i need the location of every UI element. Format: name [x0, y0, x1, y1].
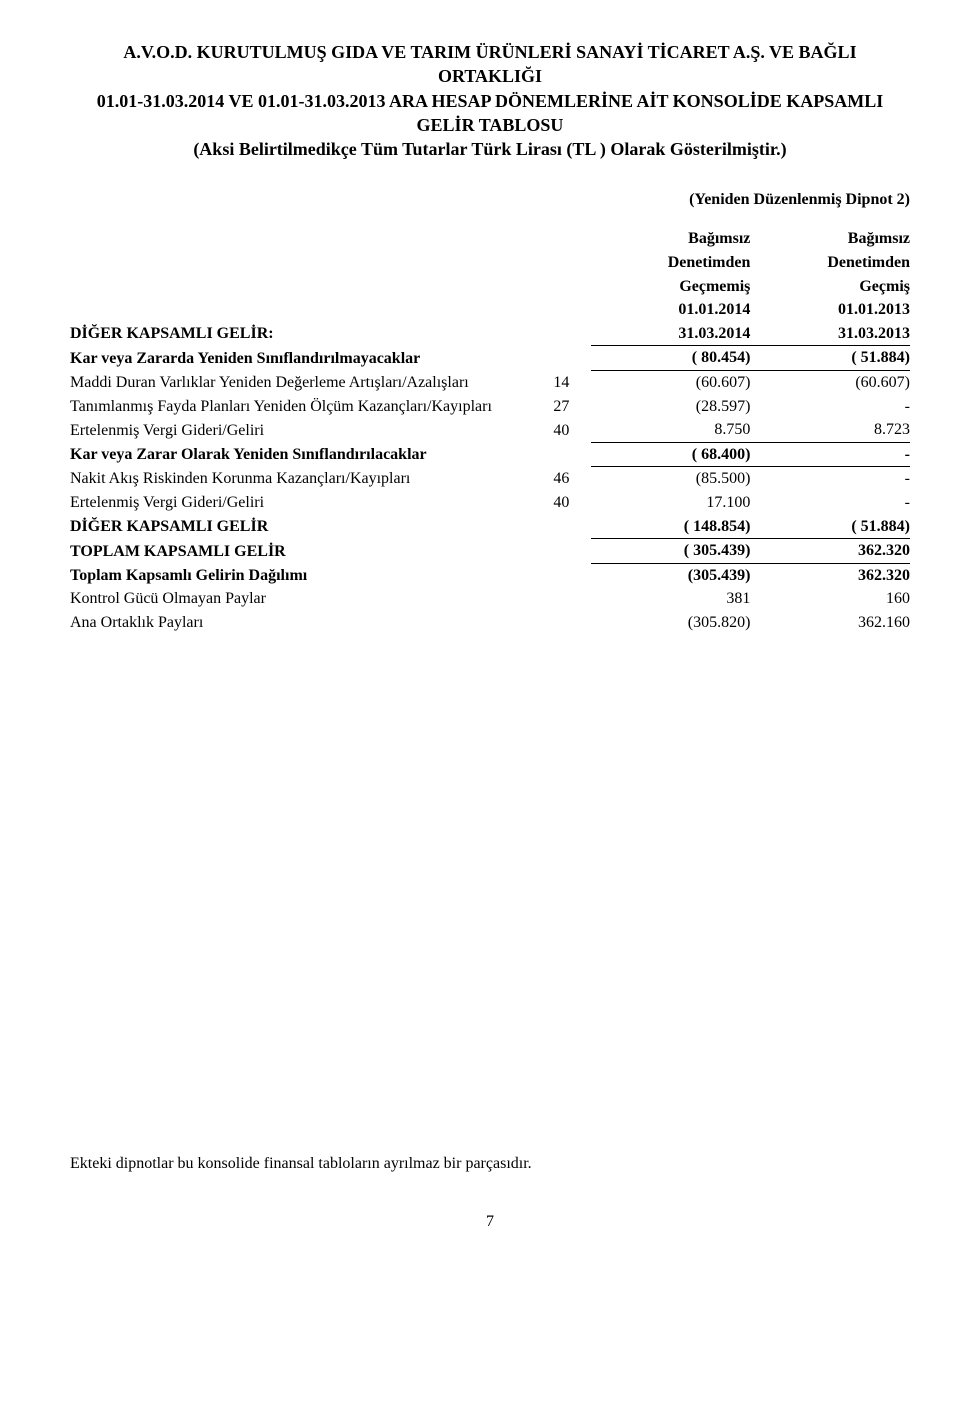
footer-note: Ekteki dipnotlar bu konsolide finansal t…	[70, 1155, 910, 1173]
row-label: Kontrol Gücü Olmayan Paylar	[70, 587, 532, 611]
col2-h5: 31.03.2013	[750, 322, 910, 346]
company-name-line1: A.V.O.D. KURUTULMUŞ GIDA VE TARIM ÜRÜNLE…	[70, 40, 910, 64]
row-note	[532, 611, 591, 635]
page-number: 7	[70, 1213, 910, 1231]
row-label: Ertelenmiş Vergi Gideri/Geliri	[70, 418, 532, 442]
basis-note: (Aksi Belirtilmedikçe Tüm Tutarlar Türk …	[70, 137, 910, 161]
table-row: Ertelenmiş Vergi Gideri/Geliri408.7508.7…	[70, 418, 910, 442]
row-value-current: ( 80.454)	[591, 346, 751, 371]
col-header-row-4: 01.01.2014 01.01.2013	[70, 298, 910, 322]
row-note	[532, 587, 591, 611]
row-value-prior: -	[750, 467, 910, 491]
restatement-note: (Yeniden Düzenlenmiş Dipnot 2)	[70, 191, 910, 209]
row-note	[532, 539, 591, 564]
row-value-current: (60.607)	[591, 371, 751, 395]
row-label: Maddi Duran Varlıklar Yeniden Değerleme …	[70, 371, 532, 395]
row-value-current: 8.750	[591, 418, 751, 442]
col1-h5: 31.03.2014	[591, 322, 751, 346]
row-label: DİĞER KAPSAMLI GELİR	[70, 515, 532, 539]
table-row: Ana Ortaklık Payları (305.820)362.160	[70, 611, 910, 635]
row-value-prior: -	[750, 395, 910, 419]
row-value-prior: (60.607)	[750, 371, 910, 395]
col1-h3: Geçmemiş	[591, 275, 751, 299]
col2-h4: 01.01.2013	[750, 298, 910, 322]
row-note: 40	[532, 418, 591, 442]
row-value-prior: ( 51.884)	[750, 515, 910, 539]
row-label: Tanımlanmış Fayda Planları Yeniden Ölçüm…	[70, 395, 532, 419]
row-value-prior: -	[750, 491, 910, 515]
row-note: 27	[532, 395, 591, 419]
row-note: 14	[532, 371, 591, 395]
col-header-row-5: DİĞER KAPSAMLI GELİR: 31.03.2014 31.03.2…	[70, 322, 910, 346]
section-label: DİĞER KAPSAMLI GELİR:	[70, 322, 532, 346]
income-table: Bağımsız Bağımsız Denetimden Denetimden …	[70, 227, 910, 634]
table-row: Maddi Duran Varlıklar Yeniden Değerleme …	[70, 371, 910, 395]
table-row: Kar veya Zarar Olarak Yeniden Sınıflandı…	[70, 442, 910, 467]
table-row: DİĞER KAPSAMLI GELİR ( 148.854)( 51.884)	[70, 515, 910, 539]
table-row: TOPLAM KAPSAMLI GELİR ( 305.439)362.320	[70, 539, 910, 564]
row-label: Kar veya Zarar Olarak Yeniden Sınıflandı…	[70, 442, 532, 467]
col1-h1: Bağımsız	[591, 227, 751, 251]
table-row: Nakit Akış Riskinden Korunma Kazançları/…	[70, 467, 910, 491]
col-header-row-3: Geçmemiş Geçmiş	[70, 275, 910, 299]
col-header-row-1: Bağımsız Bağımsız	[70, 227, 910, 251]
row-value-prior: 160	[750, 587, 910, 611]
row-value-current: (305.820)	[591, 611, 751, 635]
table-row: Ertelenmiş Vergi Gideri/Geliri4017.100-	[70, 491, 910, 515]
row-note: 46	[532, 467, 591, 491]
row-label: Toplam Kapsamlı Gelirin Dağılımı	[70, 563, 532, 587]
col-header-row-2: Denetimden Denetimden	[70, 251, 910, 275]
row-note: 40	[532, 491, 591, 515]
col2-h2: Denetimden	[750, 251, 910, 275]
col1-h4: 01.01.2014	[591, 298, 751, 322]
document-header: A.V.O.D. KURUTULMUŞ GIDA VE TARIM ÜRÜNLE…	[70, 40, 910, 161]
col2-h3: Geçmiş	[750, 275, 910, 299]
row-value-current: ( 305.439)	[591, 539, 751, 564]
table-row: Tanımlanmış Fayda Planları Yeniden Ölçüm…	[70, 395, 910, 419]
row-value-prior: 362.320	[750, 563, 910, 587]
col1-h2: Denetimden	[591, 251, 751, 275]
row-value-current: (85.500)	[591, 467, 751, 491]
table-row: Toplam Kapsamlı Gelirin Dağılımı (305.439…	[70, 563, 910, 587]
row-value-current: 17.100	[591, 491, 751, 515]
row-value-prior: -	[750, 442, 910, 467]
row-value-current: 381	[591, 587, 751, 611]
row-value-prior: 8.723	[750, 418, 910, 442]
row-value-current: (28.597)	[591, 395, 751, 419]
row-label: TOPLAM KAPSAMLI GELİR	[70, 539, 532, 564]
company-name-line2: ORTAKLIĞI	[70, 64, 910, 88]
row-note	[532, 563, 591, 587]
row-note	[532, 442, 591, 467]
table-row: Kontrol Gücü Olmayan Paylar 381160	[70, 587, 910, 611]
row-label: Ertelenmiş Vergi Gideri/Geliri	[70, 491, 532, 515]
page-root: A.V.O.D. KURUTULMUŞ GIDA VE TARIM ÜRÜNLE…	[0, 0, 960, 1414]
row-value-prior: ( 51.884)	[750, 346, 910, 371]
periods-line: 01.01-31.03.2014 VE 01.01-31.03.2013 ARA…	[70, 89, 910, 113]
row-label: Ana Ortaklık Payları	[70, 611, 532, 635]
row-label: Nakit Akış Riskinden Korunma Kazançları/…	[70, 467, 532, 491]
income-table-body: Bağımsız Bağımsız Denetimden Denetimden …	[70, 227, 910, 634]
col2-h1: Bağımsız	[750, 227, 910, 251]
row-note	[532, 346, 591, 371]
statement-title: GELİR TABLOSU	[70, 113, 910, 137]
row-value-current: (305.439)	[591, 563, 751, 587]
row-value-current: ( 68.400)	[591, 442, 751, 467]
row-label: Kar veya Zararda Yeniden Sınıflandırılma…	[70, 346, 532, 371]
row-value-current: ( 148.854)	[591, 515, 751, 539]
row-value-prior: 362.160	[750, 611, 910, 635]
row-note	[532, 515, 591, 539]
row-value-prior: 362.320	[750, 539, 910, 564]
table-row: Kar veya Zararda Yeniden Sınıflandırılma…	[70, 346, 910, 371]
